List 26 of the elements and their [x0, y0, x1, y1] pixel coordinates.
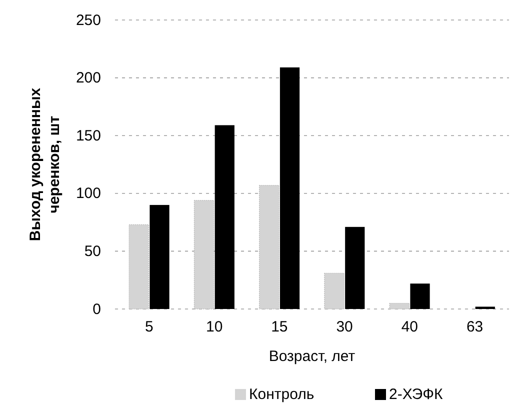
y-tick-label: 50 [84, 243, 101, 260]
x-tick-label: 30 [336, 318, 353, 336]
bar [194, 200, 214, 310]
bar [345, 226, 365, 309]
y-tick-label: 200 [76, 70, 101, 87]
bar [259, 185, 280, 310]
x-tick-label: 40 [401, 318, 418, 336]
x-tick-label: 63 [466, 318, 484, 336]
bar [389, 302, 410, 310]
bar [150, 204, 170, 309]
x-tick-label: 5 [145, 318, 154, 336]
legend-label: 2-ХЭФК [389, 386, 444, 403]
y-tick-label: 0 [92, 300, 101, 318]
y-tick-label: 100 [76, 185, 101, 202]
bar [410, 284, 430, 309]
y-tick-label: 150 [76, 127, 101, 144]
y-axis-title: Выход укорененных черенков, шт [27, 87, 63, 242]
x-axis-title: Возраст, лет [268, 348, 356, 365]
bar [280, 67, 300, 309]
bar [324, 272, 344, 310]
x-tick-label: 15 [271, 318, 288, 336]
legend-label: Контроль [249, 386, 314, 403]
bar [128, 224, 149, 310]
bar [214, 125, 234, 309]
x-tick-label: 10 [206, 318, 223, 336]
y-tick-label: 250 [76, 12, 101, 29]
